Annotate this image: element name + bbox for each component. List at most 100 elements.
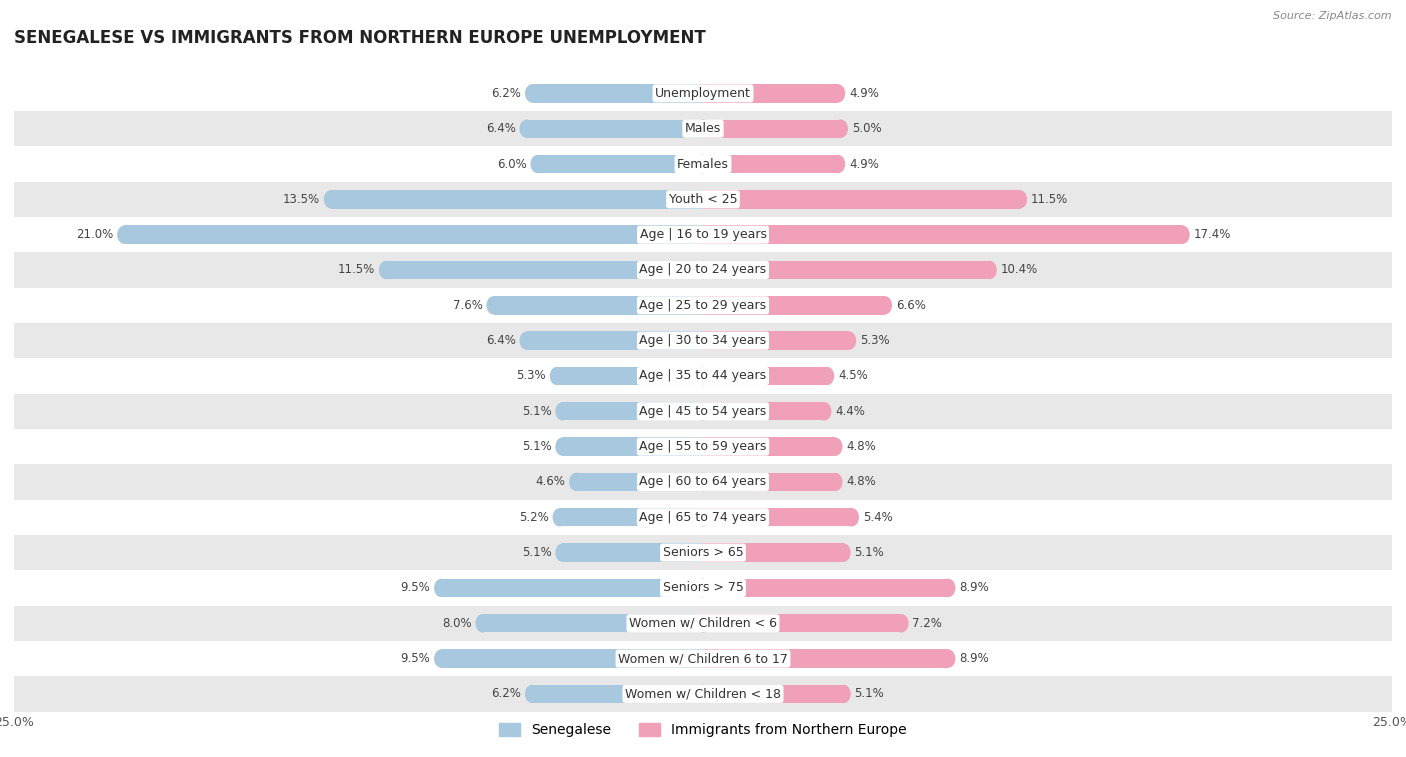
Bar [703, 155, 838, 173]
Bar [441, 579, 703, 597]
Ellipse shape [696, 190, 710, 208]
Ellipse shape [380, 261, 394, 279]
Text: 13.5%: 13.5% [283, 193, 321, 206]
Ellipse shape [842, 332, 856, 350]
Ellipse shape [475, 614, 489, 632]
Bar [14, 323, 1392, 358]
Bar [703, 438, 835, 456]
Ellipse shape [696, 261, 710, 279]
Bar [527, 120, 703, 138]
Ellipse shape [519, 120, 534, 138]
Ellipse shape [837, 544, 851, 562]
Ellipse shape [696, 473, 710, 491]
Ellipse shape [696, 685, 710, 703]
Bar [557, 367, 703, 385]
Text: Males: Males [685, 122, 721, 136]
Bar [537, 155, 703, 173]
Text: 6.4%: 6.4% [485, 334, 516, 347]
Bar [703, 402, 824, 420]
Bar [703, 544, 844, 562]
Ellipse shape [983, 261, 997, 279]
Text: 4.6%: 4.6% [536, 475, 565, 488]
Text: 4.8%: 4.8% [846, 475, 876, 488]
Bar [703, 261, 990, 279]
Text: 9.5%: 9.5% [401, 581, 430, 594]
Text: 21.0%: 21.0% [76, 228, 114, 241]
Bar [703, 296, 884, 314]
Text: 17.4%: 17.4% [1194, 228, 1230, 241]
Ellipse shape [696, 120, 710, 138]
Ellipse shape [696, 367, 710, 385]
Bar [560, 508, 703, 526]
Text: 6.0%: 6.0% [496, 157, 527, 170]
Text: 5.4%: 5.4% [863, 511, 893, 524]
Bar [14, 146, 1392, 182]
Ellipse shape [555, 402, 569, 420]
Bar [14, 676, 1392, 712]
Bar [562, 402, 703, 420]
Text: 8.9%: 8.9% [959, 652, 988, 665]
Ellipse shape [696, 508, 710, 526]
Ellipse shape [486, 296, 501, 314]
Bar [531, 685, 703, 703]
Bar [703, 614, 901, 632]
Text: 4.9%: 4.9% [849, 87, 879, 100]
Text: 6.2%: 6.2% [491, 687, 522, 700]
Bar [703, 226, 1182, 244]
Ellipse shape [696, 84, 710, 102]
Ellipse shape [434, 579, 449, 597]
Ellipse shape [524, 84, 540, 102]
Text: 11.5%: 11.5% [337, 263, 375, 276]
Ellipse shape [941, 650, 956, 668]
Text: 5.1%: 5.1% [855, 546, 884, 559]
Text: Females: Females [678, 157, 728, 170]
Text: Age | 65 to 74 years: Age | 65 to 74 years [640, 511, 766, 524]
Ellipse shape [696, 650, 710, 668]
Text: Women w/ Children < 6: Women w/ Children < 6 [628, 617, 778, 630]
Bar [703, 473, 835, 491]
Bar [14, 641, 1392, 676]
Ellipse shape [828, 438, 842, 456]
Text: 5.1%: 5.1% [522, 546, 551, 559]
Text: 5.0%: 5.0% [852, 122, 882, 136]
Text: 5.1%: 5.1% [855, 687, 884, 700]
Bar [14, 76, 1392, 111]
Text: 5.1%: 5.1% [522, 405, 551, 418]
Ellipse shape [877, 296, 891, 314]
Bar [14, 394, 1392, 429]
Bar [703, 650, 948, 668]
Ellipse shape [1012, 190, 1026, 208]
Ellipse shape [1175, 226, 1189, 244]
Bar [14, 535, 1392, 570]
Bar [14, 252, 1392, 288]
Ellipse shape [696, 226, 710, 244]
Bar [14, 111, 1392, 146]
Text: SENEGALESE VS IMMIGRANTS FROM NORTHERN EUROPE UNEMPLOYMENT: SENEGALESE VS IMMIGRANTS FROM NORTHERN E… [14, 30, 706, 48]
Ellipse shape [696, 367, 710, 385]
Text: Age | 30 to 34 years: Age | 30 to 34 years [640, 334, 766, 347]
Ellipse shape [530, 155, 544, 173]
Ellipse shape [550, 367, 564, 385]
Bar [14, 288, 1392, 323]
Bar [703, 120, 841, 138]
Ellipse shape [519, 332, 534, 350]
Ellipse shape [696, 614, 710, 632]
Bar [703, 332, 849, 350]
Text: 6.6%: 6.6% [896, 299, 925, 312]
Ellipse shape [894, 614, 908, 632]
Ellipse shape [828, 473, 842, 491]
Text: 4.9%: 4.9% [849, 157, 879, 170]
Ellipse shape [696, 332, 710, 350]
Text: Youth < 25: Youth < 25 [669, 193, 737, 206]
Bar [703, 367, 827, 385]
Bar [441, 650, 703, 668]
Text: Age | 35 to 44 years: Age | 35 to 44 years [640, 369, 766, 382]
Bar [330, 190, 703, 208]
Text: 6.2%: 6.2% [491, 87, 522, 100]
Bar [482, 614, 703, 632]
Bar [531, 84, 703, 102]
Ellipse shape [837, 685, 851, 703]
Bar [562, 438, 703, 456]
Text: 4.5%: 4.5% [838, 369, 868, 382]
Text: Seniors > 75: Seniors > 75 [662, 581, 744, 594]
